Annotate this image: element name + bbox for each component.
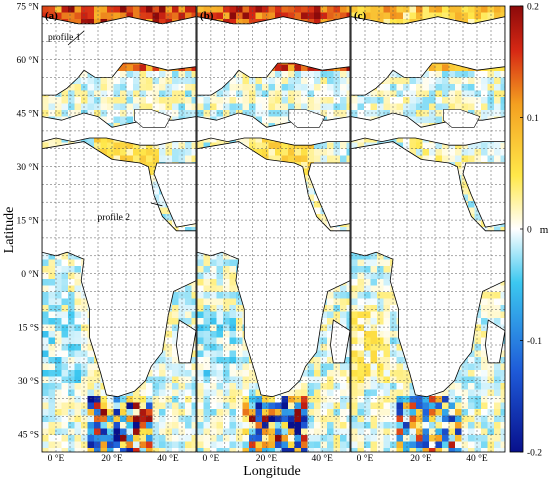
land-mask [351, 16, 505, 398]
x-tick-label: 40 °E [466, 453, 488, 464]
map-panels: (a) 0 °E 20 °E 40 °E (b) 0 °E 20 °E 40 °E (c) 0 °… [16, 2, 506, 464]
colorbar-tick-label: 0 [527, 226, 532, 236]
y-tick-label: 30 °N [16, 162, 39, 173]
annotation-label: profile 2 [98, 212, 131, 223]
colorbar-tick-label: -0.1 [527, 337, 542, 347]
graticule [197, 6, 350, 452]
panel-label: (c) [354, 10, 367, 22]
x-axis-label: Longitude [243, 464, 301, 479]
y-tick-label: 60 °N [16, 55, 39, 66]
panel-label: (a) [45, 10, 58, 22]
map-panel-2: (b) 0 °E 20 °E 40 °E [196, 5, 351, 464]
panel-frame [41, 5, 197, 453]
x-tick-labels: 0 °E 20 °E 40 °E [48, 453, 179, 464]
panel-label: (b) [200, 10, 214, 22]
colorbar: 0.2 0.1 0 -0.1 -0.2 m [509, 3, 549, 459]
y-tick-label: 30 °S [18, 376, 39, 387]
map-panel-1: (a) 0 °E 20 °E 40 °E [41, 5, 197, 464]
annotation-leader [150, 202, 163, 207]
panel-frame [196, 5, 351, 453]
x-tick-labels: 0 °E 20 °E 40 °E [203, 453, 334, 464]
map-panel-3: (c) 0 °E 20 °E 40 °E [350, 5, 506, 464]
land-mask [42, 16, 196, 398]
y-tick-label: 75 °N [16, 2, 39, 13]
land-mask [197, 16, 350, 398]
x-tick-label: 20 °E [101, 453, 123, 464]
annotations: profile 1 profile 2 [48, 30, 163, 223]
graticule [351, 6, 505, 452]
x-tick-label: 0 °E [203, 453, 220, 464]
x-tick-label: 20 °E [256, 453, 278, 464]
panel-frame [350, 5, 506, 453]
colorbar-tick-label: 0.1 [527, 114, 539, 124]
y-axis-label: Latitude [2, 207, 17, 254]
annotation-label: profile 1 [48, 32, 81, 43]
colorbar-unit: m [540, 224, 549, 236]
y-tick-label: 15 °S [18, 323, 39, 334]
black-sea-outline [443, 109, 481, 128]
black-sea-outline [134, 109, 172, 128]
x-tick-labels: 0 °E 20 °E 40 °E [357, 453, 488, 464]
x-tick-label: 40 °E [311, 453, 333, 464]
colorbar-tick-label: -0.2 [527, 449, 542, 459]
y-tick-label: 0 °N [21, 269, 39, 280]
x-tick-label: 0 °E [48, 453, 65, 464]
colorbar-tick-label: 0.2 [527, 3, 539, 13]
y-tick-labels: 75 °N 60 °N 45 °N 30 °N 15 °N 0 °N 15 °S 30 °S 4… [16, 2, 39, 441]
x-tick-label: 0 °E [357, 453, 374, 464]
x-tick-label: 20 °E [410, 453, 432, 464]
y-tick-label: 45 °S [18, 430, 39, 441]
annotation-leader [67, 30, 85, 46]
graticule [42, 6, 196, 452]
colorbar-ticks: 0.2 0.1 0 -0.1 -0.2 [520, 3, 542, 459]
y-tick-label: 15 °N [16, 216, 39, 227]
black-sea-outline [288, 109, 326, 128]
x-tick-label: 40 °E [157, 453, 179, 464]
y-tick-label: 45 °N [16, 109, 39, 120]
